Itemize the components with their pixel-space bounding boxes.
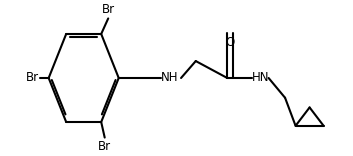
Text: NH: NH (161, 71, 178, 85)
Text: O: O (225, 36, 234, 49)
Text: Br: Br (98, 140, 111, 153)
Text: Br: Br (102, 3, 115, 16)
Text: Br: Br (26, 71, 39, 85)
Text: HN: HN (252, 71, 269, 85)
